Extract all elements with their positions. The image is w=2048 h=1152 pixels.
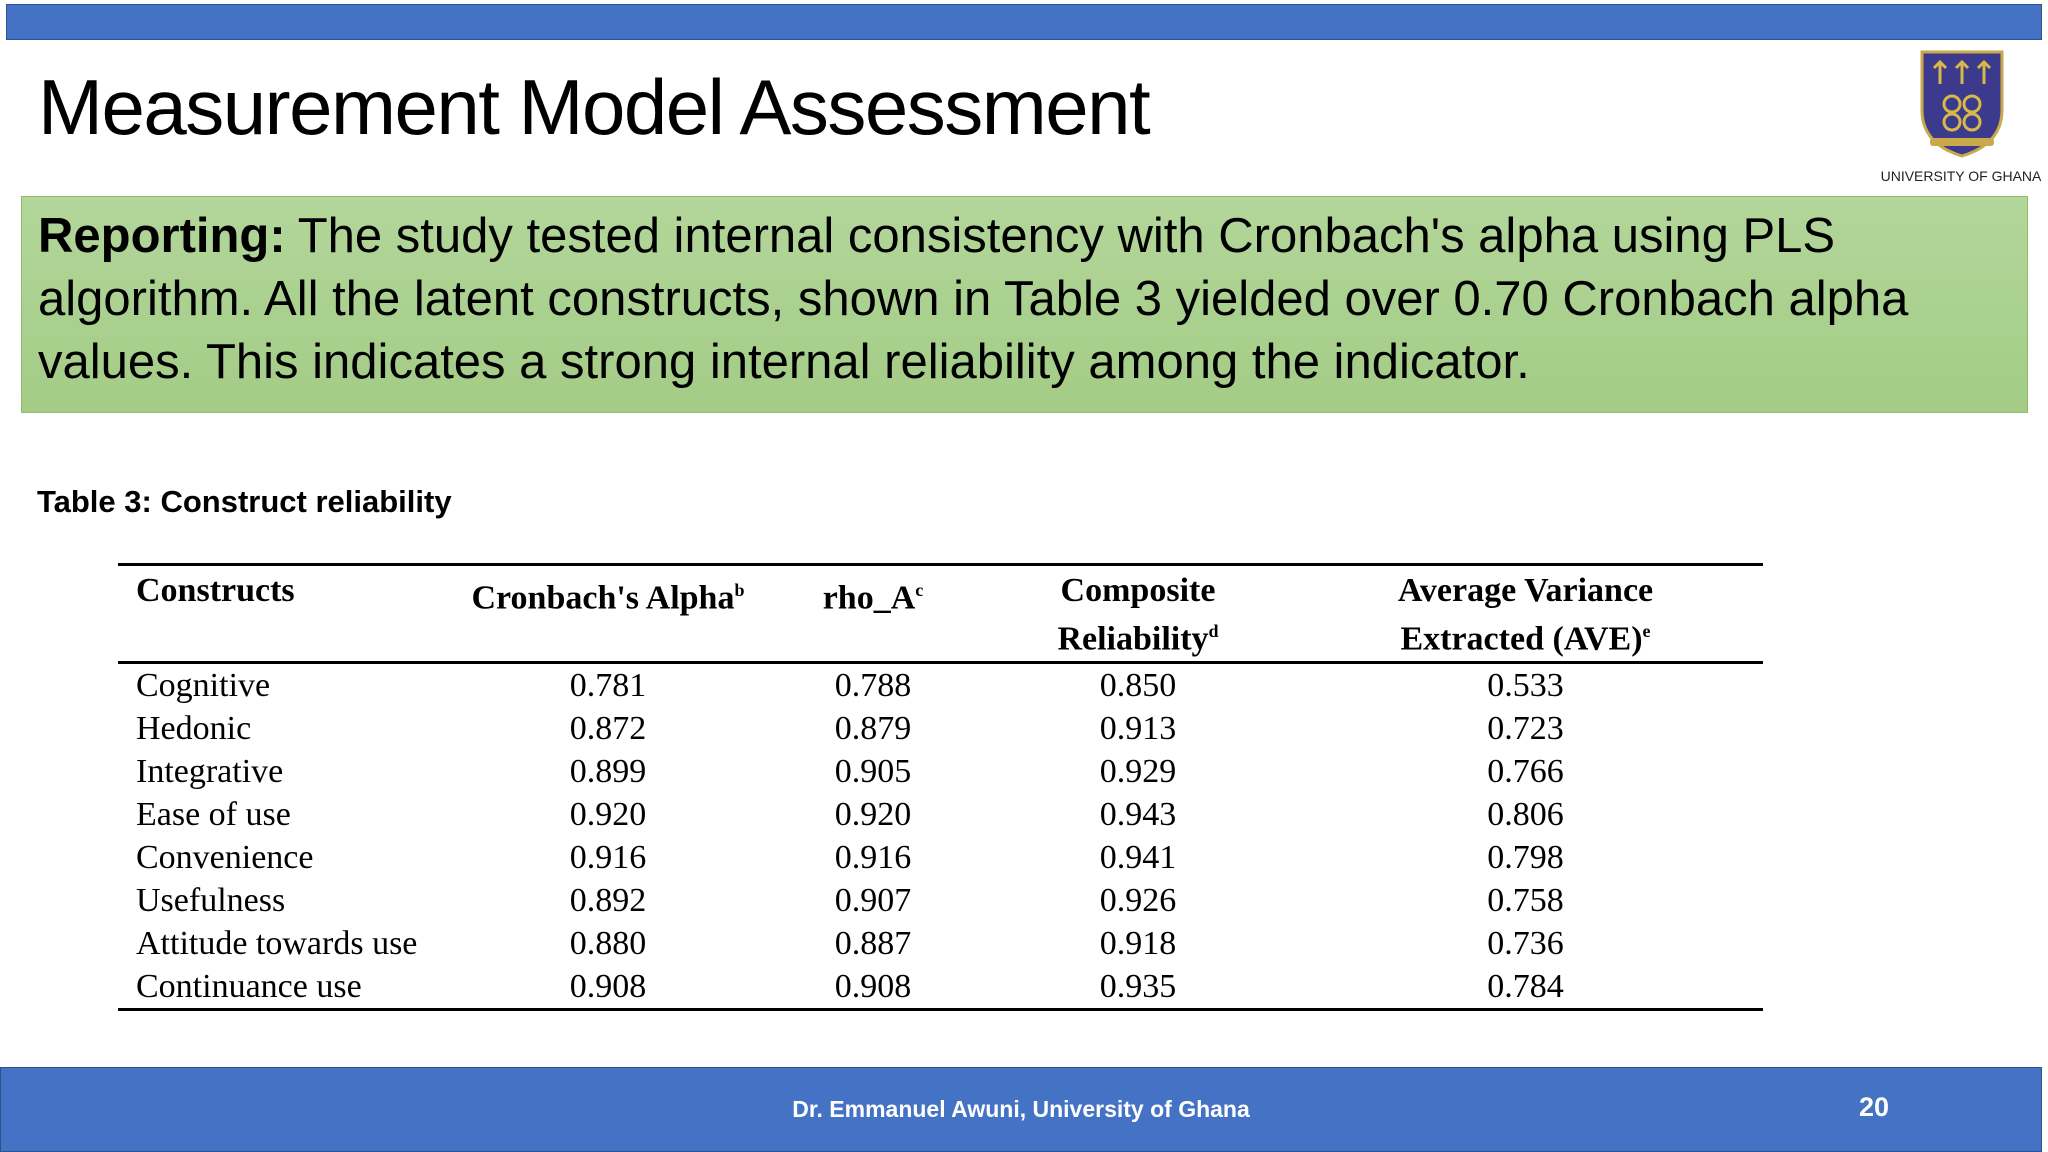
table-value: 0.908 (834, 968, 912, 1006)
table-value: 0.920 (834, 796, 912, 834)
header-line: Composite (1060, 572, 1216, 609)
header-row: Constructs Cronbach's Alphab rho_Ac Composi… (118, 565, 1763, 663)
table-value: 0.899 (569, 753, 647, 791)
university-name: UNIVERSITY OF GHANA (1880, 168, 2042, 184)
table-value: 0.908 (569, 968, 647, 1006)
table-value: 0.850 (1099, 667, 1177, 705)
table-value: 0.788 (834, 667, 912, 705)
reporting-label: Reporting: (38, 209, 286, 263)
table-value: 0.918 (1099, 925, 1177, 963)
reporting-text: The study tested internal consistency wi… (38, 209, 1909, 389)
header-footnote-mark: d (1208, 621, 1219, 641)
table-value: 0.929 (1099, 753, 1177, 791)
construct-name: Integrative (136, 753, 284, 791)
table-value: 0.935 (1099, 968, 1177, 1006)
table-value: 0.920 (569, 796, 647, 834)
table-value: 0.784 (1487, 968, 1564, 1006)
table-row: Ease of use 0.920 0.920 0.943 0.806 (118, 793, 1763, 836)
table-header: Constructs Cronbach's Alphab rho_Ac Composi… (118, 564, 1763, 663)
table-row: Attitude towards use 0.880 0.887 0.918 0.736 (118, 922, 1763, 965)
table-value: 0.806 (1487, 796, 1564, 834)
table-value: 0.887 (834, 925, 912, 963)
footer: Dr. Emmanuel Awuni, University of Ghana … (0, 1067, 2042, 1152)
table-value: 0.913 (1099, 710, 1177, 748)
construct-name: Attitude towards use (136, 925, 418, 963)
table-value: 0.907 (834, 882, 912, 920)
table-row: Convenience 0.916 0.916 0.941 0.798 (118, 836, 1763, 879)
slide-title: Measurement Model Assessment (38, 63, 1151, 151)
reliability-table: Constructs Cronbach's Alphab rho_Ac Composi… (118, 563, 1763, 1011)
header-footnote-mark: c (915, 580, 924, 600)
table-value: 0.892 (569, 882, 647, 920)
table-value: 0.723 (1487, 710, 1564, 748)
header-line: Cronbach's Alpha (471, 579, 735, 617)
column-header: Cronbach's Alphab (458, 565, 758, 663)
header-line: Extracted (AVE) (1400, 620, 1643, 658)
page-number: 20 (1859, 1092, 1890, 1122)
table-value: 0.781 (569, 667, 647, 705)
table-value: 0.916 (569, 839, 647, 877)
table-caption: Table 3: Construct reliability (37, 484, 452, 519)
construct-name: Hedonic (136, 710, 252, 748)
table-value: 0.758 (1487, 882, 1564, 920)
table-row: Continuance use 0.908 0.908 0.935 0.784 (118, 965, 1763, 1010)
column-header: Composite Reliabilityd (988, 565, 1288, 663)
header-line: Constructs (136, 572, 295, 609)
column-header: Constructs (118, 565, 458, 663)
table-value: 0.872 (569, 710, 647, 748)
table-row: Cognitive 0.781 0.788 0.850 0.533 (118, 663, 1763, 708)
construct-name: Ease of use (136, 796, 291, 834)
table-value: 0.941 (1099, 839, 1177, 877)
table-row: Integrative 0.899 0.905 0.929 0.766 (118, 750, 1763, 793)
table-value: 0.916 (834, 839, 912, 877)
table-value: 0.879 (834, 710, 912, 748)
header-line: Reliability (1057, 620, 1209, 658)
footer-text: Dr. Emmanuel Awuni, University of Ghana (792, 1096, 1250, 1122)
header-line: Average Variance (1397, 572, 1654, 609)
header-line: rho_A (822, 579, 916, 617)
construct-name: Convenience (136, 839, 314, 877)
table-row: Hedonic 0.872 0.879 0.913 0.723 (118, 707, 1763, 750)
top-bar (6, 4, 2042, 40)
table-value: 0.736 (1487, 925, 1564, 963)
construct-name: Usefulness (136, 882, 286, 920)
header-footnote-mark: e (1642, 621, 1651, 641)
table-value: 0.926 (1099, 882, 1177, 920)
university-logo (1920, 50, 2004, 158)
table-value: 0.798 (1487, 839, 1564, 877)
table-value: 0.533 (1487, 667, 1564, 705)
column-header: rho_Ac (758, 565, 988, 663)
header-footnote-mark: b (734, 580, 745, 600)
table-value: 0.880 (569, 925, 647, 963)
table-body: Cognitive 0.781 0.788 0.850 0.533 Hedonic 0.87… (118, 663, 1763, 1010)
table-value: 0.943 (1099, 796, 1177, 834)
table-value: 0.766 (1487, 753, 1564, 791)
reporting-box: Reporting: The study tested internal cons… (21, 196, 2028, 413)
construct-name: Cognitive (136, 667, 271, 705)
table-row: Usefulness 0.892 0.907 0.926 0.758 (118, 879, 1763, 922)
table-value: 0.905 (834, 753, 912, 791)
construct-name: Continuance use (136, 968, 362, 1006)
column-header: Average Variance Extracted (AVE)e (1288, 565, 1763, 663)
